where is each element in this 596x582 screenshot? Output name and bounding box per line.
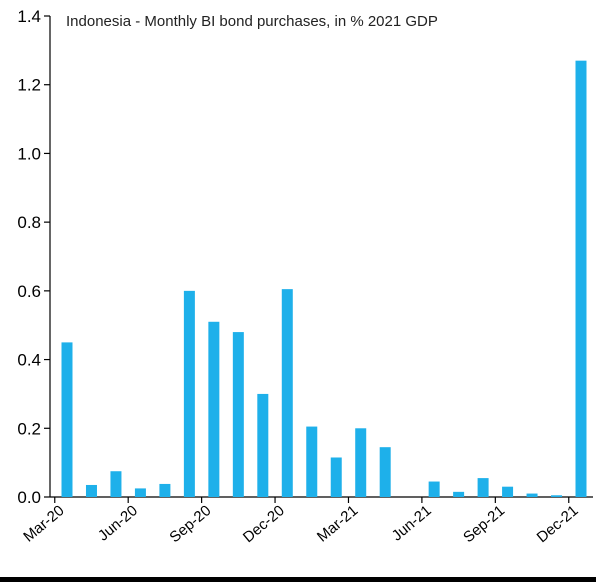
y-tick-label: 0.2 (17, 419, 41, 438)
bar (61, 342, 73, 497)
y-tick-label: 1.4 (17, 7, 41, 26)
x-axis: Mar-20 Jun-20 Sep-20 Dec-20 Mar-21 Jun-21 Sep-… (20, 496, 593, 546)
bar (428, 481, 440, 497)
x-tick-label: Jun-21 (389, 502, 435, 545)
bar (85, 484, 97, 497)
bar (379, 447, 391, 497)
bar (477, 478, 489, 497)
y-axis: 0.0 0.2 0.4 0.6 0.8 1.0 1.2 1.4 (17, 7, 51, 507)
bar (551, 495, 563, 497)
y-tick-label: 0.8 (17, 213, 41, 232)
bar (575, 60, 587, 498)
bottom-border (0, 577, 596, 582)
bar (208, 321, 220, 497)
bar-series (61, 60, 587, 498)
y-tick-label: 1.0 (17, 144, 41, 163)
bar (110, 471, 122, 497)
bar (281, 289, 293, 497)
bar (183, 290, 195, 497)
bar (355, 428, 367, 497)
bar (257, 393, 269, 497)
bar (330, 457, 342, 497)
x-tick-label: Sep-21 (460, 502, 508, 546)
y-tick-label: 0.0 (17, 488, 41, 507)
bar (526, 493, 538, 497)
x-tick-label: Mar-20 (20, 502, 67, 546)
y-tick-label: 0.6 (17, 282, 41, 301)
bar (502, 486, 514, 497)
bar (134, 488, 146, 497)
x-tick-label: Sep-20 (166, 502, 214, 546)
x-tick-label: Jun-20 (95, 502, 141, 545)
x-tick-label: Mar-21 (314, 502, 361, 546)
y-tick-label: 0.4 (17, 351, 41, 370)
chart-title: Indonesia - Monthly BI bond purchases, i… (66, 13, 438, 30)
bar (159, 483, 171, 497)
bar (232, 332, 244, 497)
y-tick-label: 1.2 (17, 76, 41, 95)
bar (306, 426, 318, 497)
x-tick-label: Dec-20 (240, 502, 288, 546)
bar (453, 491, 465, 497)
x-tick-label: Dec-21 (534, 502, 582, 546)
